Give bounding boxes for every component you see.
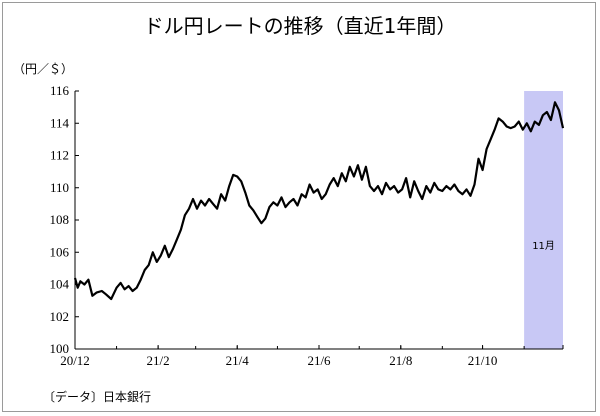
highlight-band <box>524 91 563 349</box>
y-tick-label: 104 <box>50 277 70 292</box>
chart-frame: ドル円レートの推移（直近1年間） （円／＄） 11月 100 102 104 106 1… <box>2 2 596 412</box>
x-tick-label: 21/10 <box>468 353 498 368</box>
x-tick-label: 21/8 <box>389 353 412 368</box>
y-tick-label: 114 <box>50 115 70 130</box>
y-tick-label: 116 <box>50 83 70 98</box>
x-tick-label: 21/6 <box>307 353 331 368</box>
highlight-band-label: 11月 <box>532 240 555 252</box>
x-tick-label: 21/4 <box>226 353 250 368</box>
source-note: 〔データ〕日本銀行 <box>43 389 151 404</box>
series-layer <box>73 101 565 301</box>
x-tick-label: 21/2 <box>147 353 170 368</box>
y-tick-label: 100 <box>50 341 70 356</box>
y-tick-label: 112 <box>50 148 69 163</box>
axes-layer: 100 102 104 106 108 110 112 114 116 20/12 21/2 21/4… <box>50 83 564 368</box>
series-line <box>73 101 565 301</box>
chart-title: ドル円レートの推移（直近1年間） <box>144 14 457 38</box>
y-tick-label: 106 <box>50 244 70 259</box>
y-tick-label: 108 <box>50 212 70 227</box>
chart: ドル円レートの推移（直近1年間） （円／＄） 11月 1001021041061… <box>13 14 565 404</box>
highlight-band-layer: 11月 <box>524 91 563 349</box>
x-tick-label: 20/12 <box>60 353 90 368</box>
y-tick-label: 102 <box>50 309 70 324</box>
y-tick-label: 110 <box>50 180 69 195</box>
y-axis-unit-label: （円／＄） <box>13 62 73 76</box>
